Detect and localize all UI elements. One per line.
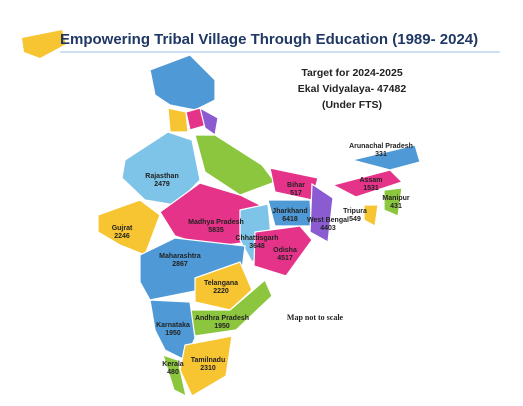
state-name: Manipur: [382, 195, 409, 202]
region: [253, 225, 313, 277]
state-name: Kerala: [162, 361, 184, 368]
region: [363, 204, 379, 227]
state-value: 2246: [114, 233, 130, 240]
state-value: 480: [167, 369, 179, 376]
region: [309, 182, 334, 243]
state-value: 2310: [200, 365, 216, 372]
region: [162, 354, 187, 398]
state-name: Bihar: [287, 182, 305, 189]
state-name: Maharashtra: [159, 253, 201, 260]
state-value: 2479: [154, 181, 170, 188]
state-name: Tamilnadu: [191, 357, 225, 364]
state-name: Assam: [360, 177, 383, 184]
region: [179, 335, 233, 397]
state-value: 1950: [214, 323, 230, 330]
state-value: 431: [390, 203, 402, 210]
state-name: Arunachal Pradesh: [349, 143, 413, 150]
region: [331, 169, 404, 198]
state-name: Tripura: [343, 208, 367, 215]
state-value: 6418: [282, 216, 298, 223]
state-value: 2867: [172, 261, 188, 268]
state-value: 549: [349, 216, 361, 223]
state-value: 3648: [249, 243, 265, 250]
region: [383, 187, 403, 217]
state-name: Jharkhand: [272, 208, 307, 215]
state-name: Gujrat: [112, 225, 133, 232]
state-name: Rajasthan: [145, 173, 178, 180]
state-value: 517: [290, 190, 302, 197]
state-name: Karnataka: [156, 322, 190, 329]
region: [167, 107, 189, 133]
state-value: 4517: [277, 255, 293, 262]
state-value: 1950: [165, 330, 181, 337]
title-brush: [22, 30, 66, 58]
state-value: 1531: [363, 185, 379, 192]
state-value: 4403: [320, 225, 336, 232]
state-name: Chhattisgarh: [235, 235, 278, 242]
target-line: Ekal Vidyalaya- 47482: [298, 83, 407, 95]
target-line: (Under FTS): [322, 99, 382, 111]
target-line: Target for 2024-2025: [301, 67, 403, 79]
india-map: [97, 54, 421, 398]
region: [149, 54, 216, 111]
state-value: 331: [375, 151, 387, 158]
state-name: West Bengal: [307, 217, 349, 224]
state-name: Telangana: [204, 280, 238, 287]
state-name: Odisha: [273, 247, 297, 254]
state-value: 5835: [208, 227, 224, 234]
state-name: Andhra Pradesh: [195, 315, 249, 322]
region: [351, 144, 421, 171]
title: Empowering Tribal Village Through Educat…: [60, 31, 478, 48]
state-name: Madhya Pradesh: [188, 219, 244, 226]
scale-note: Map not to scale: [287, 313, 344, 322]
state-value: 2220: [213, 288, 229, 295]
